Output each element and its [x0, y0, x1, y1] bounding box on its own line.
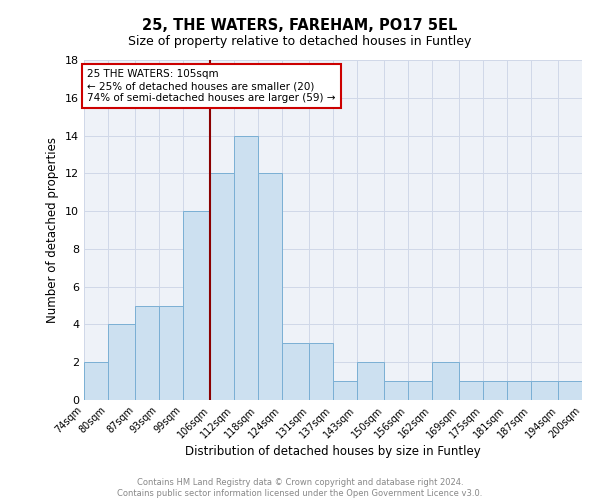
Bar — [234, 136, 258, 400]
X-axis label: Distribution of detached houses by size in Funtley: Distribution of detached houses by size … — [185, 446, 481, 458]
Bar — [159, 306, 183, 400]
Text: Size of property relative to detached houses in Funtley: Size of property relative to detached ho… — [128, 35, 472, 48]
Bar — [136, 306, 159, 400]
Bar — [258, 174, 281, 400]
Bar — [333, 381, 357, 400]
Bar — [211, 174, 234, 400]
Y-axis label: Number of detached properties: Number of detached properties — [46, 137, 59, 323]
Bar — [408, 381, 432, 400]
Bar — [281, 344, 309, 400]
Bar — [357, 362, 385, 400]
Bar — [183, 211, 211, 400]
Bar — [84, 362, 108, 400]
Bar — [432, 362, 460, 400]
Bar — [309, 344, 333, 400]
Text: 25 THE WATERS: 105sqm
← 25% of detached houses are smaller (20)
74% of semi-deta: 25 THE WATERS: 105sqm ← 25% of detached … — [87, 70, 335, 102]
Bar — [558, 381, 582, 400]
Bar — [108, 324, 136, 400]
Bar — [530, 381, 558, 400]
Text: Contains HM Land Registry data © Crown copyright and database right 2024.
Contai: Contains HM Land Registry data © Crown c… — [118, 478, 482, 498]
Bar — [507, 381, 530, 400]
Bar — [460, 381, 483, 400]
Text: 25, THE WATERS, FAREHAM, PO17 5EL: 25, THE WATERS, FAREHAM, PO17 5EL — [142, 18, 458, 32]
Bar — [483, 381, 507, 400]
Bar — [385, 381, 408, 400]
